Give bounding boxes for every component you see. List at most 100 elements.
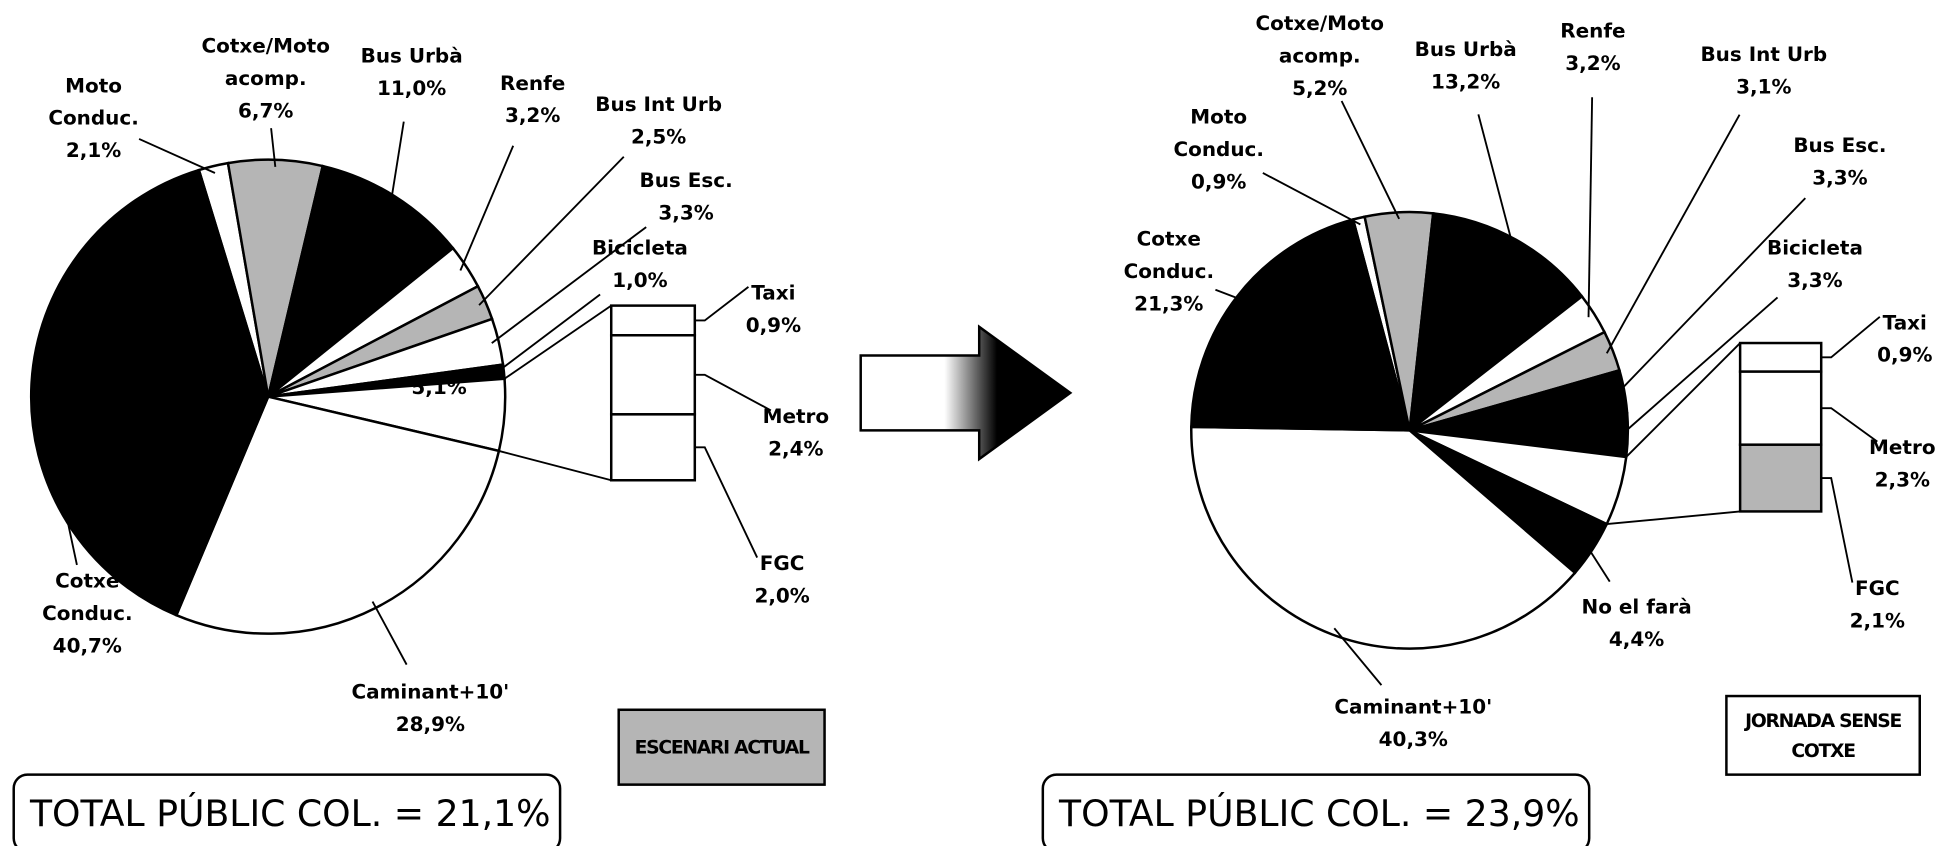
slice-label: Bus Urbà 11,0% — [361, 40, 463, 105]
category: Bicicleta — [1766, 235, 1863, 260]
breakout-label: Taxi 0,9% — [1877, 307, 1932, 372]
breakout-segment — [609, 304, 697, 337]
pie-slice — [1408, 211, 1584, 434]
slice-label: Bus Int Urb 3,1% — [1700, 39, 1827, 104]
value: 11,0% — [377, 76, 447, 100]
leader-line — [389, 121, 405, 203]
slice-label: Cotxe/Moto acomp. 5,2% — [1256, 7, 1384, 104]
leader-line — [270, 128, 277, 167]
arrow — [859, 324, 1073, 462]
slice-label: Bicicleta 3,3% — [1767, 232, 1863, 297]
value: 40,3% — [1378, 727, 1448, 751]
value: 3,3% — [1812, 165, 1868, 190]
leader-line — [694, 446, 759, 558]
leader-line — [138, 138, 216, 174]
leader-line — [1587, 97, 1594, 318]
category: Caminant+10' — [1334, 694, 1493, 719]
value: 0,9% — [1191, 169, 1247, 194]
leader-line — [1821, 407, 1878, 443]
value: 2,1% — [65, 138, 122, 163]
breakout-line — [1606, 510, 1741, 526]
total-label: TOTAL PÚBLIC COL. = 21,1% — [12, 773, 562, 846]
slice-value-label: 5,1% — [411, 375, 467, 400]
category: Cotxe/Moto acomp. — [1255, 11, 1384, 68]
value: 2,4% — [768, 436, 824, 461]
value: 28,9% — [395, 712, 465, 736]
value: 3,3% — [1787, 268, 1843, 292]
slice-label: Bus Esc. 3,3% — [1793, 130, 1886, 195]
slice-label: Moto Conduc. 0,9% — [1173, 101, 1263, 198]
pie-slice — [1190, 425, 1577, 650]
category: FGC — [1855, 576, 1900, 600]
pie-slice — [266, 164, 455, 400]
leader-line — [478, 156, 625, 306]
slice-label: Bus Esc. 3,3% — [639, 165, 732, 230]
category: Cotxe/Moto acomp. — [201, 33, 330, 90]
leader-line — [1821, 477, 1854, 583]
breakout-label: Metro 2,3% — [1869, 432, 1936, 497]
value: 3,2% — [1565, 51, 1621, 75]
breakout-segment — [1738, 443, 1823, 513]
leader-line — [1262, 172, 1361, 226]
category: Bus Esc. — [639, 168, 733, 193]
category: Bicicleta — [591, 235, 688, 260]
value: 2,0% — [754, 583, 810, 608]
value: 4,4% — [1608, 627, 1665, 652]
value: 3,2% — [504, 103, 561, 128]
breakout-segment — [1738, 370, 1823, 446]
category: Renfe — [1560, 18, 1626, 43]
leader-line — [1605, 114, 1741, 354]
value: 40,7% — [52, 633, 122, 658]
slice-label: Cotxe/Moto acomp. 6,7% — [201, 30, 329, 127]
value: 21,3% — [1134, 291, 1204, 316]
pie-slice — [29, 168, 270, 617]
leader-line — [491, 226, 647, 344]
category: Metro — [762, 404, 830, 428]
breakout-segment — [609, 334, 697, 416]
category: Renfe — [499, 71, 566, 95]
breakout-label: Taxi 0,9% — [746, 277, 801, 342]
leader-line — [694, 286, 750, 322]
slice-label: Renfe 3,2% — [1560, 15, 1625, 80]
slice-label: Renfe 3,2% — [500, 67, 565, 132]
category: Bus Esc. — [1793, 133, 1887, 158]
category: Bus Int Urb — [595, 92, 722, 117]
value: 3,1% — [1736, 74, 1792, 99]
leader-line — [1215, 288, 1243, 301]
value: 2,1% — [1849, 608, 1906, 633]
total-label: TOTAL PÚBLIC COL. = 23,9% — [1041, 773, 1591, 846]
breakout-line — [1625, 342, 1741, 458]
value: 5,2% — [1292, 76, 1348, 100]
slice-label: Cotxe Conduc. 40,7% — [42, 565, 132, 662]
leader-line — [371, 601, 408, 666]
slice-label: Caminant+10' 40,3% — [1334, 691, 1492, 756]
breakout-segment — [609, 413, 697, 482]
breakout-label: FGC 2,1% — [1850, 573, 1905, 638]
leader-line — [1821, 316, 1881, 359]
category: Bus Urbà — [1414, 37, 1517, 62]
category: Moto Conduc. — [48, 73, 139, 130]
category: Moto Conduc. — [1173, 104, 1264, 161]
leader-line — [1340, 100, 1400, 220]
value: 13,2% — [1431, 69, 1501, 94]
value: 6,7% — [238, 98, 294, 123]
leader-line — [1477, 114, 1514, 246]
category: Cotxe Conduc. — [42, 568, 133, 625]
category: No el farà — [1581, 595, 1692, 619]
leader-line — [1333, 627, 1383, 686]
scenario-label: JORNADA SENSE COTXE — [1725, 694, 1921, 776]
category: Cotxe Conduc. — [1123, 227, 1215, 284]
value: 2,3% — [1874, 467, 1930, 492]
leader-line — [1620, 296, 1779, 436]
value: 0,9% — [745, 313, 802, 337]
value: 0,9% — [1877, 343, 1933, 367]
value: 2,5% — [630, 124, 687, 149]
leader-line — [459, 145, 515, 271]
category: Taxi — [751, 280, 796, 305]
slice-label: Bicicleta 1,0% — [592, 232, 688, 297]
breakout-line — [498, 450, 612, 482]
category: Bus Urbà — [360, 43, 463, 68]
slice-label: Moto Conduc. 2,1% — [48, 70, 138, 167]
